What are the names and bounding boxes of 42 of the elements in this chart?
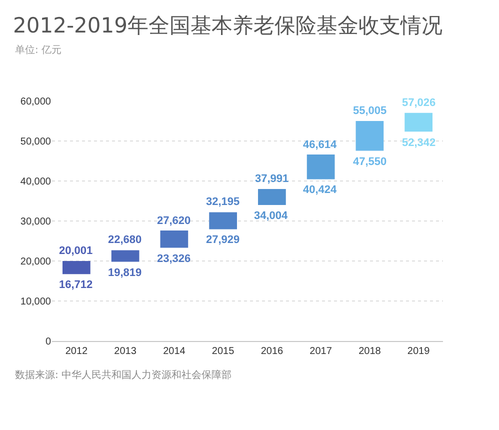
annotation: 57,026 [402, 97, 436, 109]
x-tick-label: 2014 [163, 346, 186, 357]
bar [209, 212, 237, 230]
annotation: 52,342 [402, 137, 436, 149]
x-tick-label: 2013 [114, 346, 137, 357]
annotation: 55,005 [353, 105, 387, 117]
x-tick-label: 2012 [65, 346, 88, 357]
x-tick-label: 2019 [407, 346, 430, 357]
y-tick-label: 20,000 [20, 256, 52, 268]
x-tick-label: 2018 [358, 346, 382, 357]
annotation: 27,620 [157, 215, 191, 227]
annotation: 47,550 [353, 156, 387, 168]
annotation: 20,001 [59, 245, 93, 257]
annotation: 16,712 [59, 279, 93, 291]
y-tick-label: 30,000 [20, 216, 52, 228]
bar [404, 112, 432, 132]
x-tick-label: 2015 [212, 346, 235, 357]
annotation: 22,680 [108, 234, 142, 246]
y-tick-label: 50,000 [20, 136, 52, 148]
chart-subtitle: 单位: 亿元 [15, 44, 62, 56]
bar [62, 261, 90, 274]
bar [258, 189, 286, 205]
annotation: 27,929 [206, 234, 240, 246]
annotation: 37,991 [255, 173, 289, 185]
y-tick-label: 0 [45, 336, 52, 348]
annotation: 19,819 [108, 267, 142, 279]
bar [160, 230, 188, 248]
annotation: 34,004 [254, 210, 289, 222]
bar [306, 154, 335, 180]
annotation: 23,326 [157, 253, 191, 265]
annotation: 46,614 [303, 139, 338, 151]
annotation: 40,424 [303, 184, 338, 196]
y-tick-label: 10,000 [20, 296, 52, 308]
bar [356, 120, 384, 151]
source-note: 数据来源: 中华人民共和国人力资源和社会保障部 [15, 369, 232, 381]
y-tick-label: 60,000 [20, 96, 52, 108]
chart-title: 2012-2019年全国基本养老保险基金收支情况 [13, 13, 442, 38]
annotation: 32,195 [206, 196, 240, 208]
x-tick-label: 2017 [310, 346, 332, 357]
y-tick-label: 40,000 [20, 176, 52, 188]
bar [111, 250, 140, 262]
x-tick-label: 2016 [260, 346, 284, 357]
